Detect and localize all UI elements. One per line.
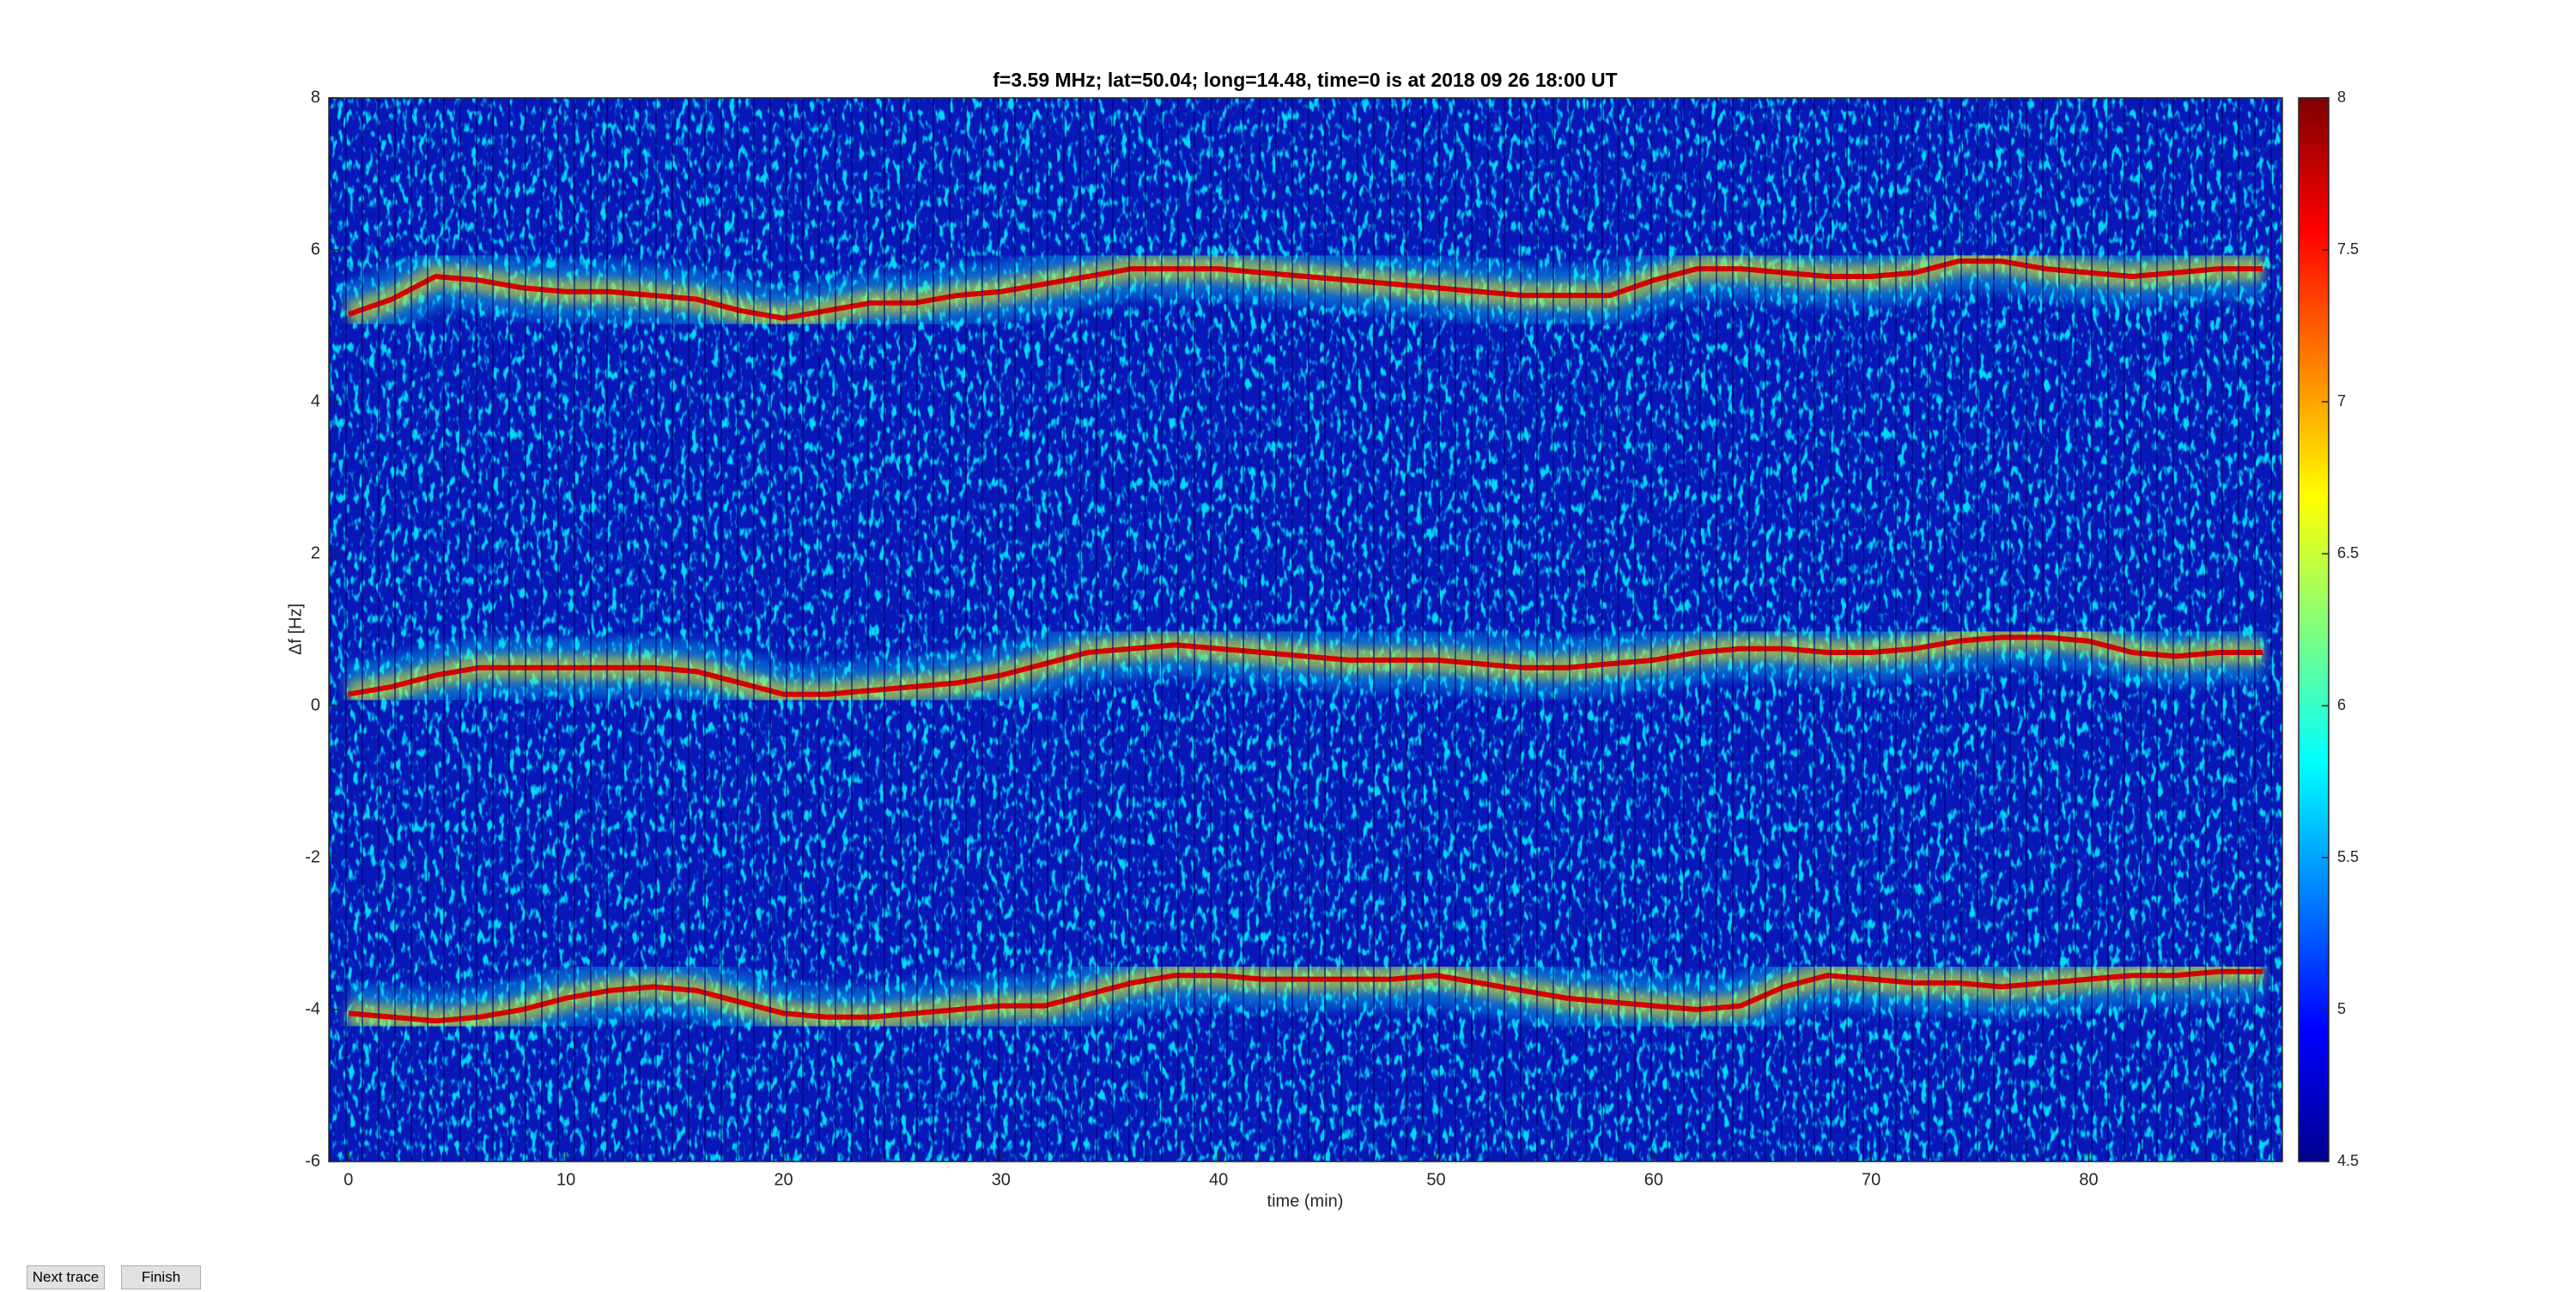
x-tick-label: 20 (774, 1170, 793, 1189)
colorbar-tick-label: 8 (2337, 88, 2346, 106)
colorbar-tick-label: 6 (2337, 696, 2346, 713)
colorbar-tick-label: 5 (2337, 1000, 2346, 1017)
axes-box (328, 97, 2283, 1162)
chart-title: f=3.59 MHz; lat=50.04; long=14.48, time=… (993, 69, 1617, 91)
finish-button[interactable]: Finish (121, 1265, 201, 1289)
y-tick-label: -6 (305, 1151, 320, 1170)
y-axis-label: Δf [Hz] (286, 604, 305, 655)
y-tick-label: 6 (311, 240, 320, 258)
x-axis-label: time (min) (1267, 1192, 1344, 1210)
colorbar-tick-label: 6.5 (2337, 544, 2359, 561)
x-tick-label: 60 (1644, 1170, 1663, 1189)
next-trace-button[interactable]: Next trace (27, 1265, 105, 1289)
plot-area (329, 98, 2282, 1162)
x-tick-label: 10 (556, 1170, 575, 1189)
y-tick-label: 8 (311, 88, 320, 106)
y-tick-label: -2 (305, 847, 320, 866)
colorbar-tick-label: 7 (2337, 392, 2346, 409)
x-tick-label: 50 (1426, 1170, 1445, 1189)
colorbar (2298, 97, 2330, 1162)
x-tick-label: 0 (343, 1170, 353, 1189)
x-tick-label: 80 (2079, 1170, 2098, 1189)
y-tick-label: 4 (311, 391, 320, 410)
x-tick-label: 70 (1862, 1170, 1880, 1189)
colorbar-tick-label: 5.5 (2337, 848, 2359, 865)
y-tick-label: 0 (311, 695, 320, 714)
colorbar-tick-label: 4.5 (2337, 1152, 2359, 1169)
x-tick-label: 30 (992, 1170, 1011, 1189)
y-tick-label: -4 (305, 999, 320, 1018)
stripes (329, 98, 2282, 1162)
figure: f=3.59 MHz; lat=50.04; long=14.48, time=… (286, 69, 2359, 1210)
x-tick-label: 40 (1209, 1170, 1228, 1189)
colorbar-tick-label: 7.5 (2337, 240, 2359, 258)
y-tick-label: 2 (311, 543, 320, 562)
